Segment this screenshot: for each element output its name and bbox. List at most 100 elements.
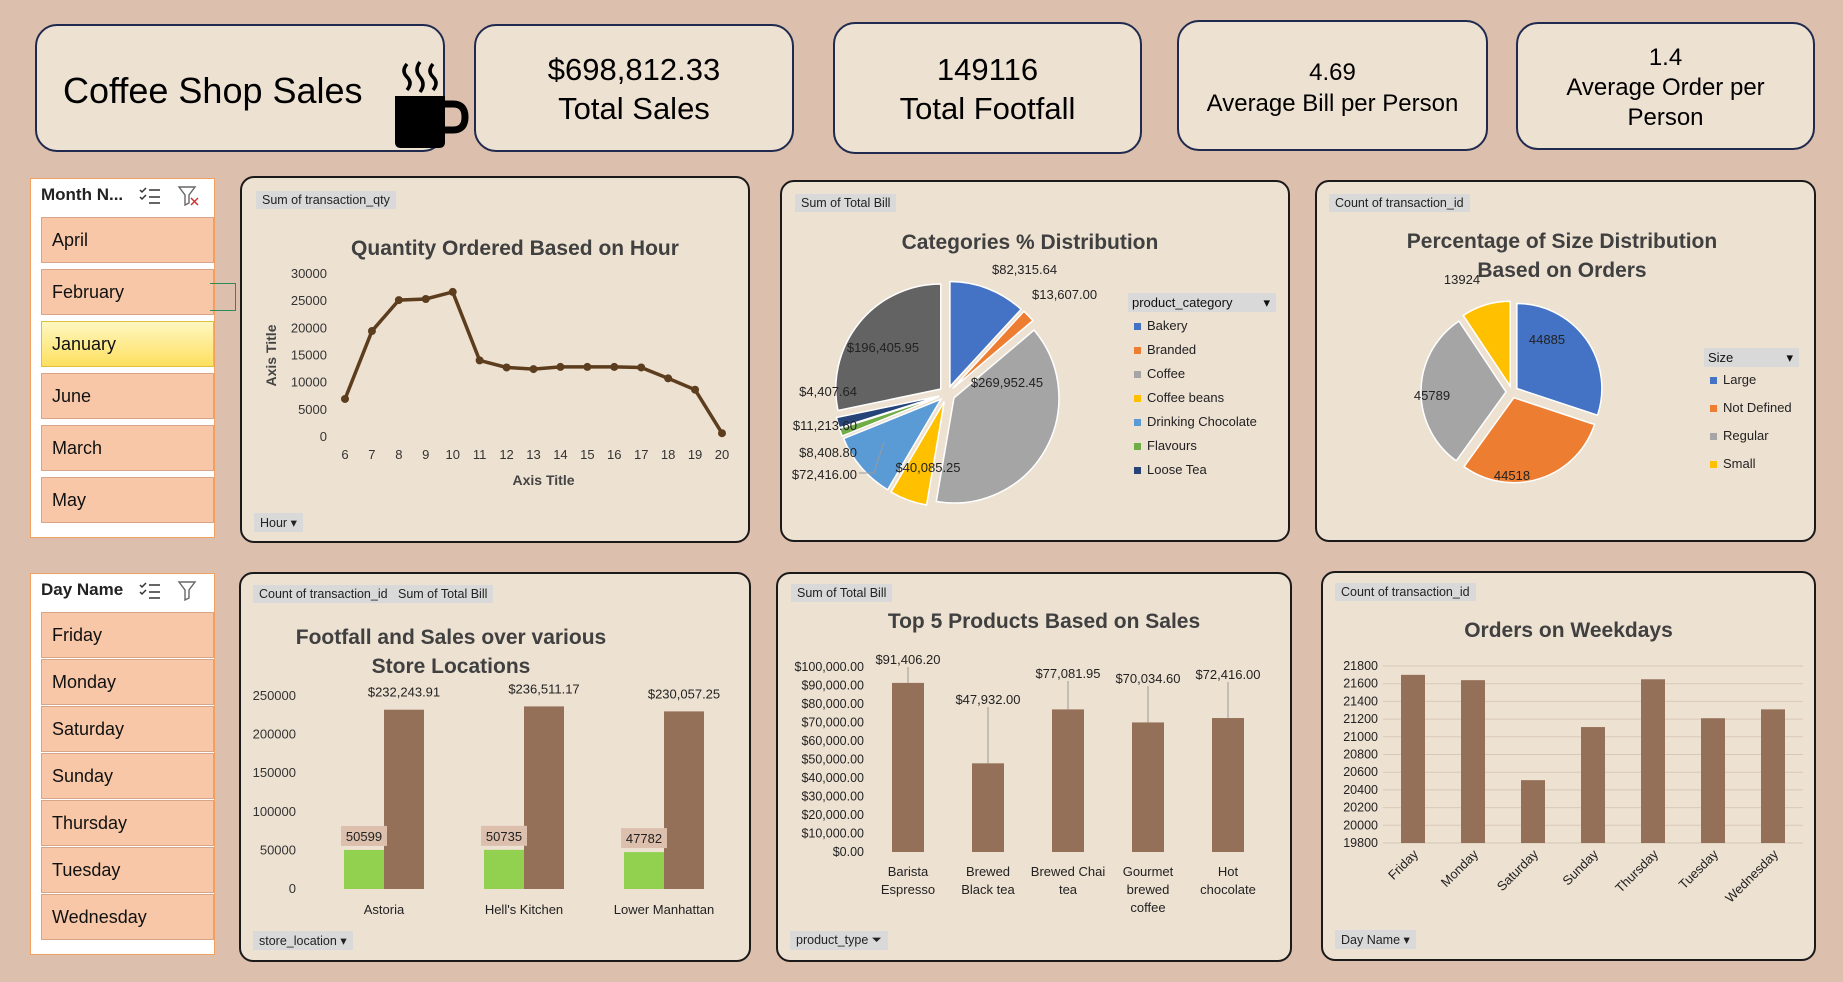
data-point [610,362,619,371]
selection-handle [210,283,236,311]
footfall-value: 149116 [936,52,1039,87]
x-tick-label: Monday [1438,846,1482,890]
value-field-button[interactable]: Sum of Total Bill [795,194,897,212]
x-tick-label: 14 [553,447,567,462]
legend-swatch [1134,443,1141,451]
y-tick-label: $70,000.00 [801,716,864,730]
data-label: $72,416.00 [1195,667,1260,682]
dropdown-icon: ▾ [340,934,347,948]
data-label-box [341,825,387,846]
slicer-item-april[interactable]: April [41,217,214,263]
y-tick-label: 25000 [291,293,327,308]
value-field-button[interactable]: Sum of Total Bill [791,584,893,602]
axis-field-button[interactable]: Day Name ▾ [1335,930,1416,949]
value-field-button[interactable]: Count of transaction_id [1335,583,1476,601]
x-tick-label: 15 [580,447,594,462]
data-label-box [621,828,667,849]
legend-swatch [1710,405,1717,413]
field-sum-label: Sum of Total Bill [397,587,488,601]
legend-swatch [1710,377,1717,385]
x-tick-label: Lower Manhattan [614,902,714,917]
data-point [637,363,646,372]
pie-slice-coffee [935,329,1060,504]
x-tick-label: 6 [341,447,348,462]
slicer-item-monday[interactable]: Monday [41,659,214,705]
y-tick-label: $20,000.00 [801,808,864,822]
y-tick-label: 150000 [253,765,296,780]
month-slicer: Month N... April February January June March… [30,178,215,538]
data-point [341,394,349,403]
product-bar [1132,722,1164,852]
slicer-item-january[interactable]: January [41,321,214,367]
x-tick-label: Tuesday [1676,846,1722,892]
pie-slice-small [1462,300,1512,389]
slicer-item-june[interactable]: June [41,373,214,419]
data-point [421,294,430,303]
axis-field-button[interactable]: Hour ▾ [254,513,303,532]
hourly-quantity-panel: Sum of transaction_qty Quantity Ordered … [240,176,750,543]
filter-icon: ⏷ [871,933,882,947]
y-tick-label: 21800 [1343,659,1378,673]
x-tick-label: 12 [499,447,513,462]
product-bar [1052,709,1084,852]
slice-value-label: $13,607.00 [1032,287,1097,302]
avg-bill-value: 4.69 [1309,59,1356,86]
legend-item: Branded [1134,342,1196,357]
x-axis-title: Axis Title [513,472,575,488]
slicer-item-may[interactable]: May [41,477,214,523]
clear-filter-icon[interactable] [177,186,200,207]
legend-filter-button[interactable]: product_category ▾ [1128,293,1276,312]
line-chart-title: Quantity Ordered Based on Hour [351,237,679,260]
bar-series-1 [344,849,384,889]
multi-select-icon[interactable] [139,186,161,206]
day-slicer-header: Day Name [41,580,124,599]
slicer-item-wednesday[interactable]: Wednesday [41,894,214,940]
bar-series-2 [384,709,424,889]
axis-field-button[interactable]: product_type ⏷ [790,931,888,950]
legend-filter-button[interactable]: Size ▾ [1704,348,1799,367]
legend-swatch [1710,433,1717,441]
legend-item: Coffee beans [1134,390,1224,405]
axis-field-button[interactable]: store_location ▾ [253,931,353,950]
slicer-item-friday[interactable]: Friday [41,612,214,658]
slice-value-label: $82,315.64 [992,262,1057,277]
x-tick-label: 20 [715,447,729,462]
store-bar-chart: 0 50000 100000 150000 200000 250000 50599 $232,… [253,681,721,917]
y-tick-label: $60,000.00 [801,734,864,748]
value-field-button[interactable]: Count of transaction_id Sum of Total Bil… [253,585,494,603]
slicer-item-saturday[interactable]: Saturday [41,706,214,752]
clear-filter-icon[interactable] [177,581,200,602]
axis-field-label: store_location [259,934,337,948]
y-tick-label: 21600 [1343,677,1378,691]
data-label: 50599 [346,829,382,844]
y-tick-label: $90,000.00 [801,679,864,693]
slicer-item-tuesday[interactable]: Tuesday [41,847,214,893]
value-field-button[interactable]: Count of transaction_id [1329,194,1470,212]
y-tick-label: 0 [289,881,296,896]
pie-slice-bakery [949,280,1023,389]
legend-item: Large [1710,372,1756,387]
y-tick-label: 20000 [1343,818,1378,832]
x-tick-label: Sunday [1559,846,1601,888]
slicer-item-february[interactable]: February [41,269,214,315]
y-tick-label: 5000 [298,402,327,417]
value-field-button[interactable]: Sum of transaction_qty [256,191,396,209]
data-point [691,385,700,394]
slicer-item-thursday[interactable]: Thursday [41,800,214,846]
x-tick-label: coffee [1130,900,1165,915]
x-tick-label: Brewed [966,864,1010,879]
multi-select-icon[interactable] [139,581,161,601]
avg-order-value: 1.4 [1648,44,1683,71]
pie-slice-coffee-beans [889,401,945,506]
pie-slice-not-defined [1463,396,1596,484]
pie-slice-drinking-chocolate [842,397,943,491]
kpi-title-card: Coffee Shop Sales [35,24,469,152]
dropdown-icon: ▾ [1786,350,1793,365]
y-tick-label: $100,000.00 [794,660,864,674]
leader-line [859,441,885,474]
slicer-item-sunday[interactable]: Sunday [41,753,214,799]
slicer-item-march[interactable]: March [41,425,214,471]
x-tick-label: Espresso [881,882,935,897]
y-tick-label: $40,000.00 [801,771,864,785]
y-tick-label: 200000 [253,727,296,742]
